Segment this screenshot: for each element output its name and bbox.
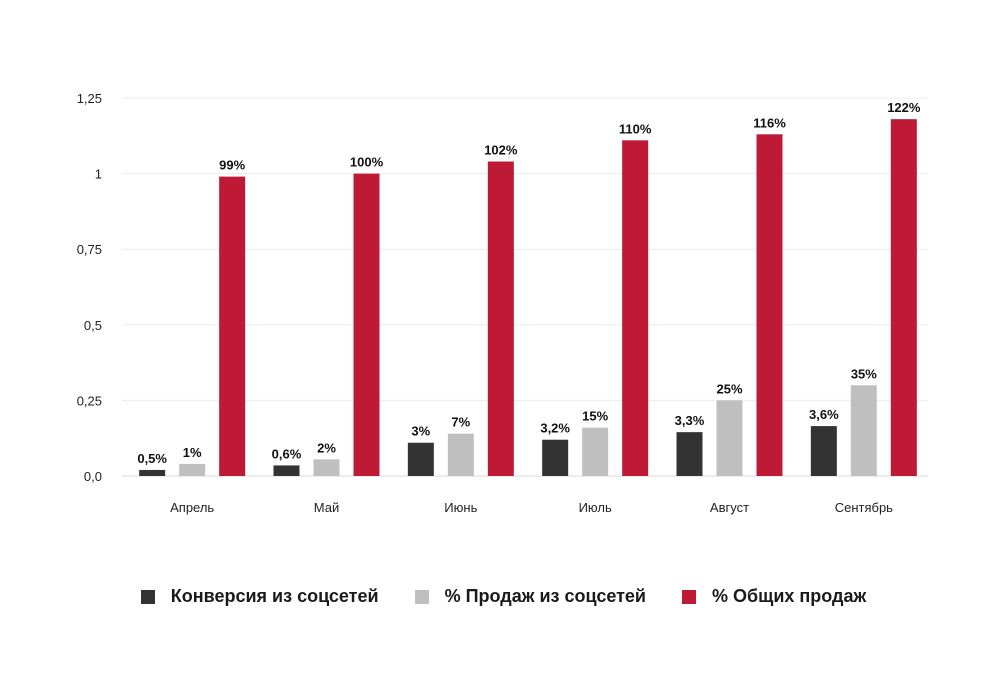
- data-label: 102%: [484, 143, 518, 158]
- legend-item: % Общих продаж: [682, 586, 866, 607]
- bar: [407, 442, 434, 476]
- data-label: 7%: [451, 415, 470, 430]
- legend: Конверсия из соцсетей % Продаж из соцсете…: [0, 586, 1007, 607]
- x-tick-label: Июль: [579, 500, 612, 515]
- data-label: 110%: [619, 121, 652, 136]
- legend-item: % Продаж из соцсетей: [414, 586, 646, 607]
- y-tick-label: 0,0: [84, 469, 102, 484]
- y-tick-label: 0,5: [84, 318, 102, 333]
- legend-swatch: [414, 589, 429, 604]
- legend-label: % Продаж из соцсетей: [444, 586, 646, 606]
- x-tick-label: Апрель: [170, 500, 214, 515]
- data-label: 2%: [317, 440, 336, 455]
- x-tick-label: Май: [314, 500, 339, 515]
- data-label: 3,6%: [809, 407, 839, 422]
- data-label: 3%: [411, 424, 430, 439]
- y-tick-label: 1: [95, 167, 102, 182]
- data-label: 0,6%: [272, 446, 302, 461]
- bar: [622, 140, 649, 476]
- bar: [890, 119, 917, 476]
- legend-swatch: [140, 589, 155, 604]
- bar: [716, 400, 743, 476]
- x-tick-label: Сентябрь: [835, 500, 893, 515]
- data-label: 3,2%: [540, 421, 570, 436]
- legend-label: Конверсия из соцсетей: [170, 586, 379, 606]
- data-label: 116%: [753, 115, 786, 130]
- bar: [273, 465, 300, 476]
- data-label: 99%: [219, 158, 245, 173]
- bar: [850, 385, 877, 476]
- x-tick-label: Август: [710, 500, 749, 515]
- data-label: 1%: [183, 445, 202, 460]
- data-label: 122%: [887, 100, 921, 115]
- bar: [139, 469, 166, 476]
- data-label: 25%: [716, 381, 742, 396]
- bar: [810, 426, 837, 476]
- legend-item: Конверсия из соцсетей: [140, 586, 379, 607]
- data-label: 100%: [350, 155, 384, 170]
- bar: [582, 427, 609, 476]
- data-label: 35%: [851, 366, 877, 381]
- data-label: 3,3%: [675, 413, 705, 428]
- data-label: 15%: [582, 409, 608, 424]
- y-tick-label: 0,25: [77, 393, 102, 408]
- y-tick-label: 0,75: [77, 242, 102, 257]
- legend-swatch: [682, 589, 696, 604]
- bar: [447, 433, 474, 476]
- x-tick-label: Июнь: [444, 500, 477, 515]
- bar: [542, 439, 569, 476]
- data-label: 0,5%: [137, 451, 167, 466]
- bar: [676, 432, 703, 476]
- bar: [219, 176, 246, 476]
- bar: [179, 463, 206, 476]
- bar: [313, 459, 340, 476]
- legend-label: % Общих продаж: [712, 586, 867, 606]
- bar: [487, 161, 514, 476]
- y-tick-label: 1,25: [77, 91, 102, 106]
- bar: [353, 173, 380, 476]
- bar: [756, 134, 783, 476]
